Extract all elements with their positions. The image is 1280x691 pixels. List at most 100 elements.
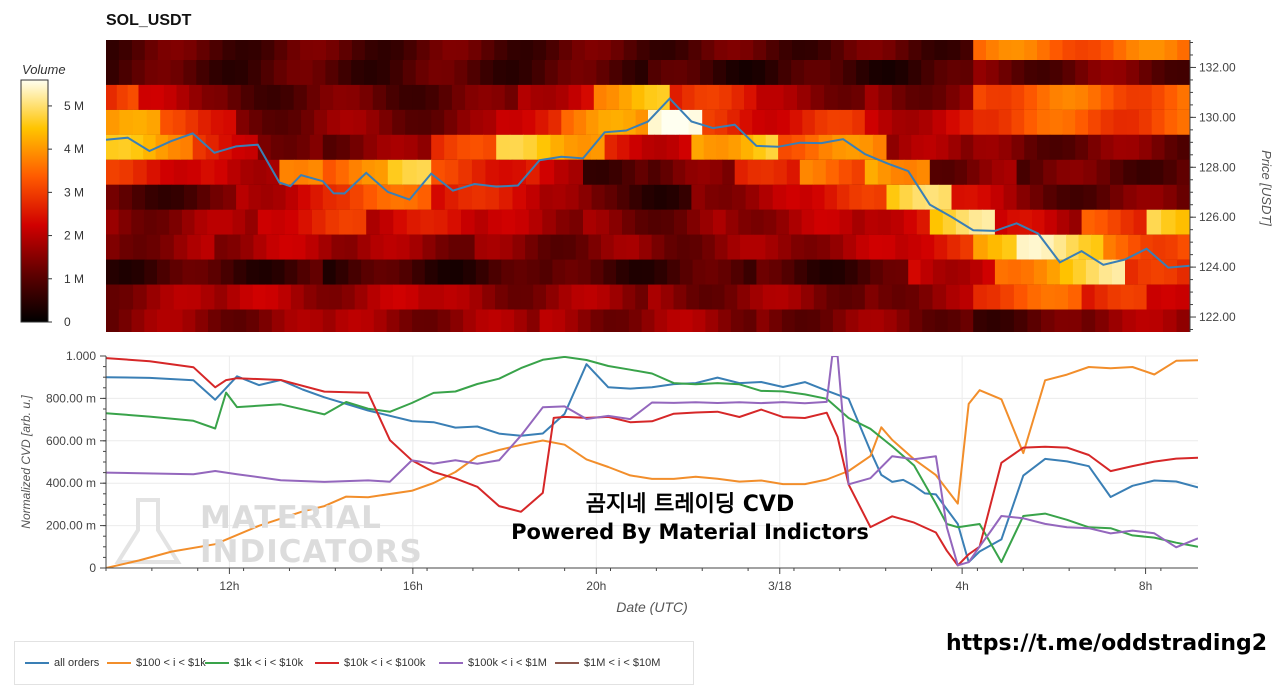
heat-cell (1164, 134, 1178, 160)
heat-cell (673, 284, 687, 310)
price-tick-label: 130.00 (1199, 110, 1236, 124)
heat-cell (565, 259, 579, 285)
heat-cell (183, 40, 198, 63)
heat-cell (208, 309, 222, 332)
heat-cell (157, 259, 171, 285)
heat-cell (509, 134, 524, 160)
heat-cell (619, 84, 633, 110)
heat-cell (588, 234, 602, 260)
heat-cell (279, 159, 295, 185)
cvd-x-tick-label: 20h (586, 579, 606, 593)
heat-cell (799, 159, 814, 185)
heat-cell (856, 40, 871, 63)
heat-cell (422, 234, 437, 260)
heat-cell (474, 234, 488, 260)
price-axis: 122.00 124.00 126.00 128.00 130.00 132.00 Pric… (1189, 40, 1274, 332)
heat-cell (1162, 309, 1178, 332)
heat-cell (260, 60, 275, 85)
heat-cell (1088, 109, 1102, 135)
heat-cell (312, 60, 326, 85)
legend-item[interactable]: $10k < i < $100k (315, 657, 425, 669)
cvd-y-tick-label: 800.00 m (46, 391, 96, 405)
heat-cell (609, 209, 623, 235)
heat-cell (485, 184, 500, 210)
heat-cell (431, 109, 445, 135)
heat-cell (713, 209, 727, 235)
heat-cell (313, 40, 327, 63)
heat-cell (814, 209, 828, 235)
legend-item[interactable]: $1k < i < $10k (205, 657, 303, 669)
heat-cell (171, 184, 185, 210)
heat-cell (886, 134, 900, 160)
heat-cell (1062, 109, 1076, 135)
heat-cell (1011, 40, 1025, 63)
heat-cell (1007, 259, 1022, 285)
heat-cell (390, 134, 405, 160)
heat-cell (654, 259, 668, 285)
heat-cell (871, 309, 885, 332)
price-tick-label: 126.00 (1199, 210, 1236, 224)
heat-cell (765, 234, 779, 260)
heat-cell (734, 159, 749, 185)
heat-cell (1011, 60, 1025, 85)
heat-cell (651, 234, 665, 260)
heat-cell (1176, 184, 1190, 210)
heat-cell (631, 84, 645, 110)
heat-cell (731, 84, 745, 110)
heat-cell (895, 259, 909, 285)
heat-cell (236, 109, 250, 135)
heat-cell (253, 234, 267, 260)
heat-cell (832, 134, 847, 160)
legend-item[interactable]: all orders (25, 657, 99, 669)
heat-cell (457, 134, 471, 160)
heat-cell (1028, 234, 1042, 260)
heat-cell (869, 60, 883, 85)
heat-cell (891, 109, 907, 135)
heat-cell (169, 259, 184, 285)
heat-cell (1164, 259, 1178, 285)
heat-cell (593, 84, 607, 110)
heat-cell (813, 284, 828, 310)
telegram-link[interactable]: https://t.me/oddstrading2 (946, 631, 1268, 656)
watermark-line-1: MATERIAL (200, 500, 382, 536)
heat-cell (533, 284, 547, 310)
heat-cell (488, 309, 502, 332)
legend-label: all orders (54, 657, 100, 669)
heat-cell (1151, 84, 1166, 110)
legend-item[interactable]: $1M < i < $10M (555, 657, 660, 669)
heat-cell (1165, 234, 1179, 260)
heat-cell (727, 234, 741, 260)
heat-cell (1049, 84, 1064, 110)
heat-cell (1103, 234, 1117, 260)
heat-cell (752, 234, 766, 260)
heat-cell (666, 184, 680, 210)
heat-cell (843, 40, 858, 63)
legend-item[interactable]: $100 < i < $1k (107, 657, 206, 669)
heat-cell (196, 60, 210, 85)
heat-cell (1075, 60, 1089, 85)
heat-cell (1037, 134, 1051, 160)
heat-cell (306, 84, 321, 110)
heat-cell (348, 259, 362, 285)
heat-cell (609, 159, 623, 185)
legend-item[interactable]: $100k < i < $1M (439, 657, 547, 669)
heat-cell (425, 84, 440, 110)
heat-cell (431, 284, 445, 310)
heat-cell (990, 184, 1005, 210)
heat-cell (1090, 234, 1104, 260)
heat-cell (133, 159, 148, 185)
heat-cell (705, 259, 719, 285)
heat-cell (170, 40, 185, 63)
heat-cell (471, 184, 486, 210)
heat-cell (909, 309, 923, 332)
heat-cell (674, 209, 688, 235)
heat-cell (1078, 234, 1092, 260)
heat-cell (393, 209, 408, 235)
heat-cell (526, 309, 541, 332)
heat-cell (387, 159, 403, 185)
cvd-x-axis-label: Date (UTC) (616, 599, 688, 615)
heat-cell (1125, 259, 1139, 285)
heat-cell (435, 234, 450, 260)
heat-cell (714, 40, 728, 63)
heat-cell (1007, 209, 1021, 235)
